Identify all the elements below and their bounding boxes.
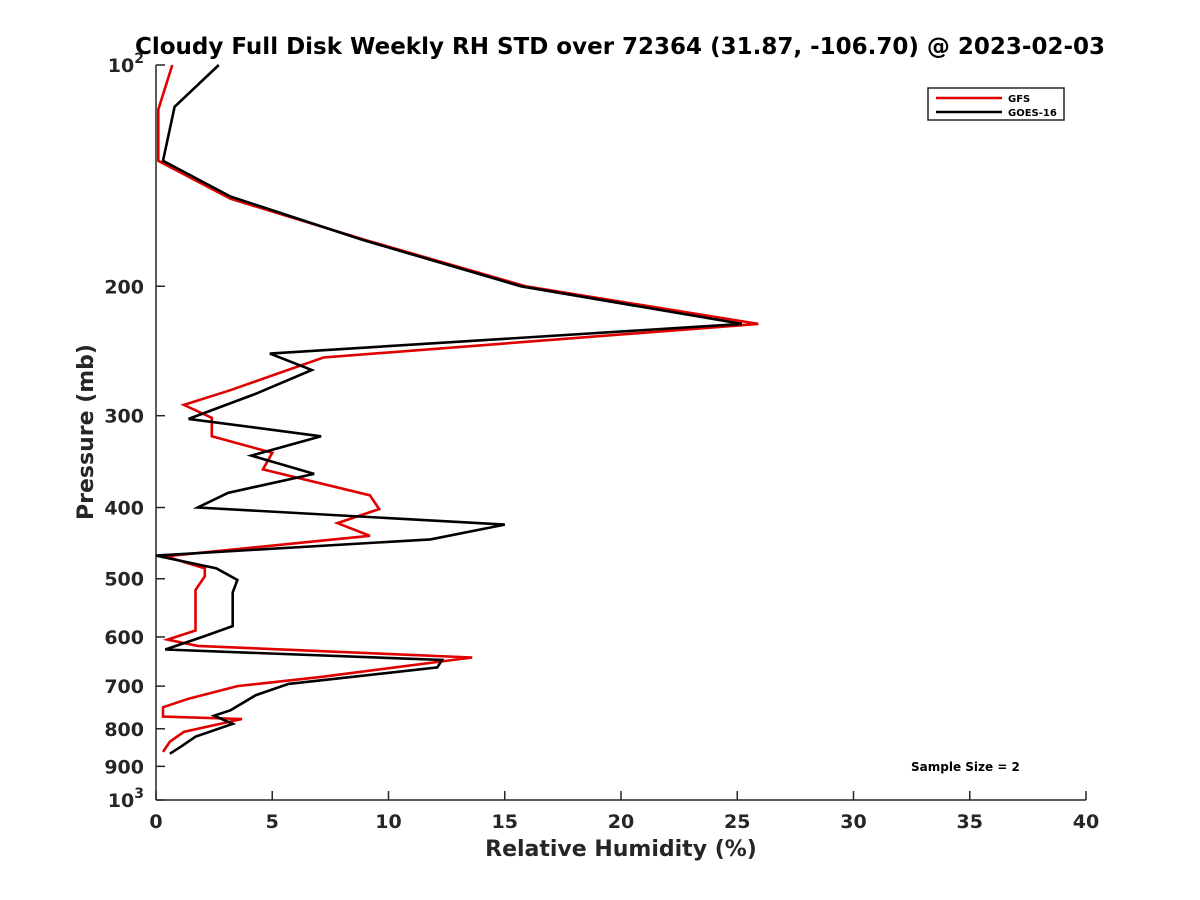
- y-axis-label: Pressure (mb): [74, 344, 99, 520]
- y-tick-label: 900: [104, 756, 144, 778]
- x-tick-label: 35: [957, 811, 983, 833]
- x-tick-label: 40: [1073, 811, 1099, 833]
- x-tick-label: 5: [266, 811, 279, 833]
- y-tick-label: 300: [104, 406, 144, 428]
- plot-area: [155, 64, 1086, 801]
- y-tick-base: 10: [108, 55, 134, 77]
- y-tick-label: 200: [104, 276, 144, 298]
- x-tick-label: 25: [724, 811, 750, 833]
- y-tick-label: 700: [104, 676, 144, 698]
- x-axis-ticks: 0 5 10 15 20 25 30 35 40: [149, 791, 1099, 833]
- chart-title: Cloudy Full Disk Weekly RH STD over 7236…: [135, 34, 1105, 60]
- legend-label-goes-16: GOES-16: [1008, 108, 1057, 119]
- y-tick-label: 102: [108, 51, 144, 77]
- x-tick-label: 10: [375, 811, 401, 833]
- x-tick-label: 30: [840, 811, 866, 833]
- y-tick-exponent: 2: [134, 51, 144, 67]
- y-tick-label: 103: [108, 786, 144, 812]
- y-tick-label: 500: [104, 569, 144, 591]
- y-tick-label: 600: [104, 627, 144, 649]
- y-tick-exponent: 3: [134, 786, 144, 802]
- sample-size-annotation: Sample Size = 2: [911, 760, 1020, 774]
- y-tick-label: 800: [104, 719, 144, 741]
- x-axis-label: Relative Humidity (%): [485, 837, 757, 862]
- series-line-gfs: [157, 64, 759, 753]
- legend: GFS GOES-16: [927, 87, 1065, 121]
- y-tick-label: 400: [104, 498, 144, 520]
- x-tick-label: 0: [149, 811, 162, 833]
- series-line-goes-16: [155, 64, 743, 755]
- legend-label-gfs: GFS: [1008, 94, 1030, 105]
- x-tick-label: 15: [492, 811, 518, 833]
- y-tick-base: 10: [108, 790, 134, 812]
- legend-box: [927, 87, 1065, 121]
- series-layer: [155, 64, 759, 755]
- x-tick-label: 20: [608, 811, 634, 833]
